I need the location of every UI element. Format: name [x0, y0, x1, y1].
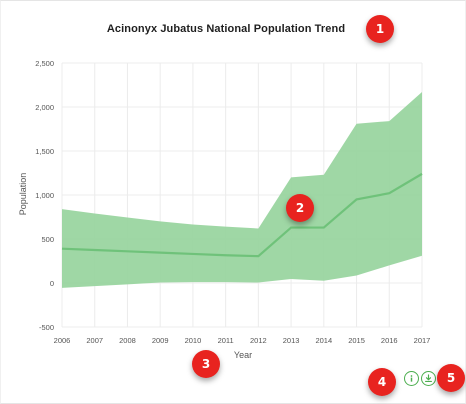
info-button[interactable] — [404, 371, 419, 386]
callout-3: 3 — [192, 350, 220, 378]
x-tick-label: 2007 — [86, 336, 103, 345]
y-axis: -500 0 500 1,000 1,500 2,000 2,500 — [35, 59, 54, 332]
y-tick-label: 1,000 — [35, 191, 54, 200]
x-tick-label: 2009 — [152, 336, 169, 345]
chart-title: Acinonyx Jubatus National Population Tre… — [106, 23, 346, 35]
x-tick-label: 2014 — [315, 336, 332, 345]
confidence-band-area — [62, 92, 422, 288]
x-tick-label: 2006 — [54, 336, 71, 345]
x-tick-label: 2015 — [348, 336, 365, 345]
callout-5: 5 — [437, 364, 465, 392]
x-tick-label: 2017 — [414, 336, 431, 345]
info-icon — [410, 375, 413, 382]
y-tick-label: 0 — [50, 279, 54, 288]
trend-line-path — [61, 172, 423, 258]
x-tick-label: 2013 — [283, 336, 300, 345]
y-tick-label: 500 — [41, 235, 54, 244]
y-tick-label: 2,000 — [35, 103, 54, 112]
y-axis-label: Population — [18, 173, 28, 216]
y-tick-label: 2,500 — [35, 59, 54, 68]
x-tick-label: 2008 — [119, 336, 136, 345]
confidence-band — [62, 92, 422, 288]
x-tick-label: 2012 — [250, 336, 267, 345]
download-icon — [425, 374, 432, 383]
callout-1: 1 — [366, 15, 394, 43]
x-axis: 2006 2007 2008 2009 2010 2011 2012 2013 2014 2015… — [54, 336, 431, 345]
callout-4: 4 — [368, 368, 396, 396]
y-tick-label: 1,500 — [35, 147, 54, 156]
download-button[interactable] — [421, 371, 436, 386]
callout-2: 2 — [286, 194, 314, 222]
x-tick-label: 2016 — [381, 336, 398, 345]
x-tick-label: 2010 — [185, 336, 202, 345]
x-tick-label: 2011 — [218, 336, 234, 345]
x-axis-label: Year — [234, 350, 252, 360]
y-tick-label: -500 — [39, 323, 54, 332]
trend-line — [61, 172, 423, 258]
